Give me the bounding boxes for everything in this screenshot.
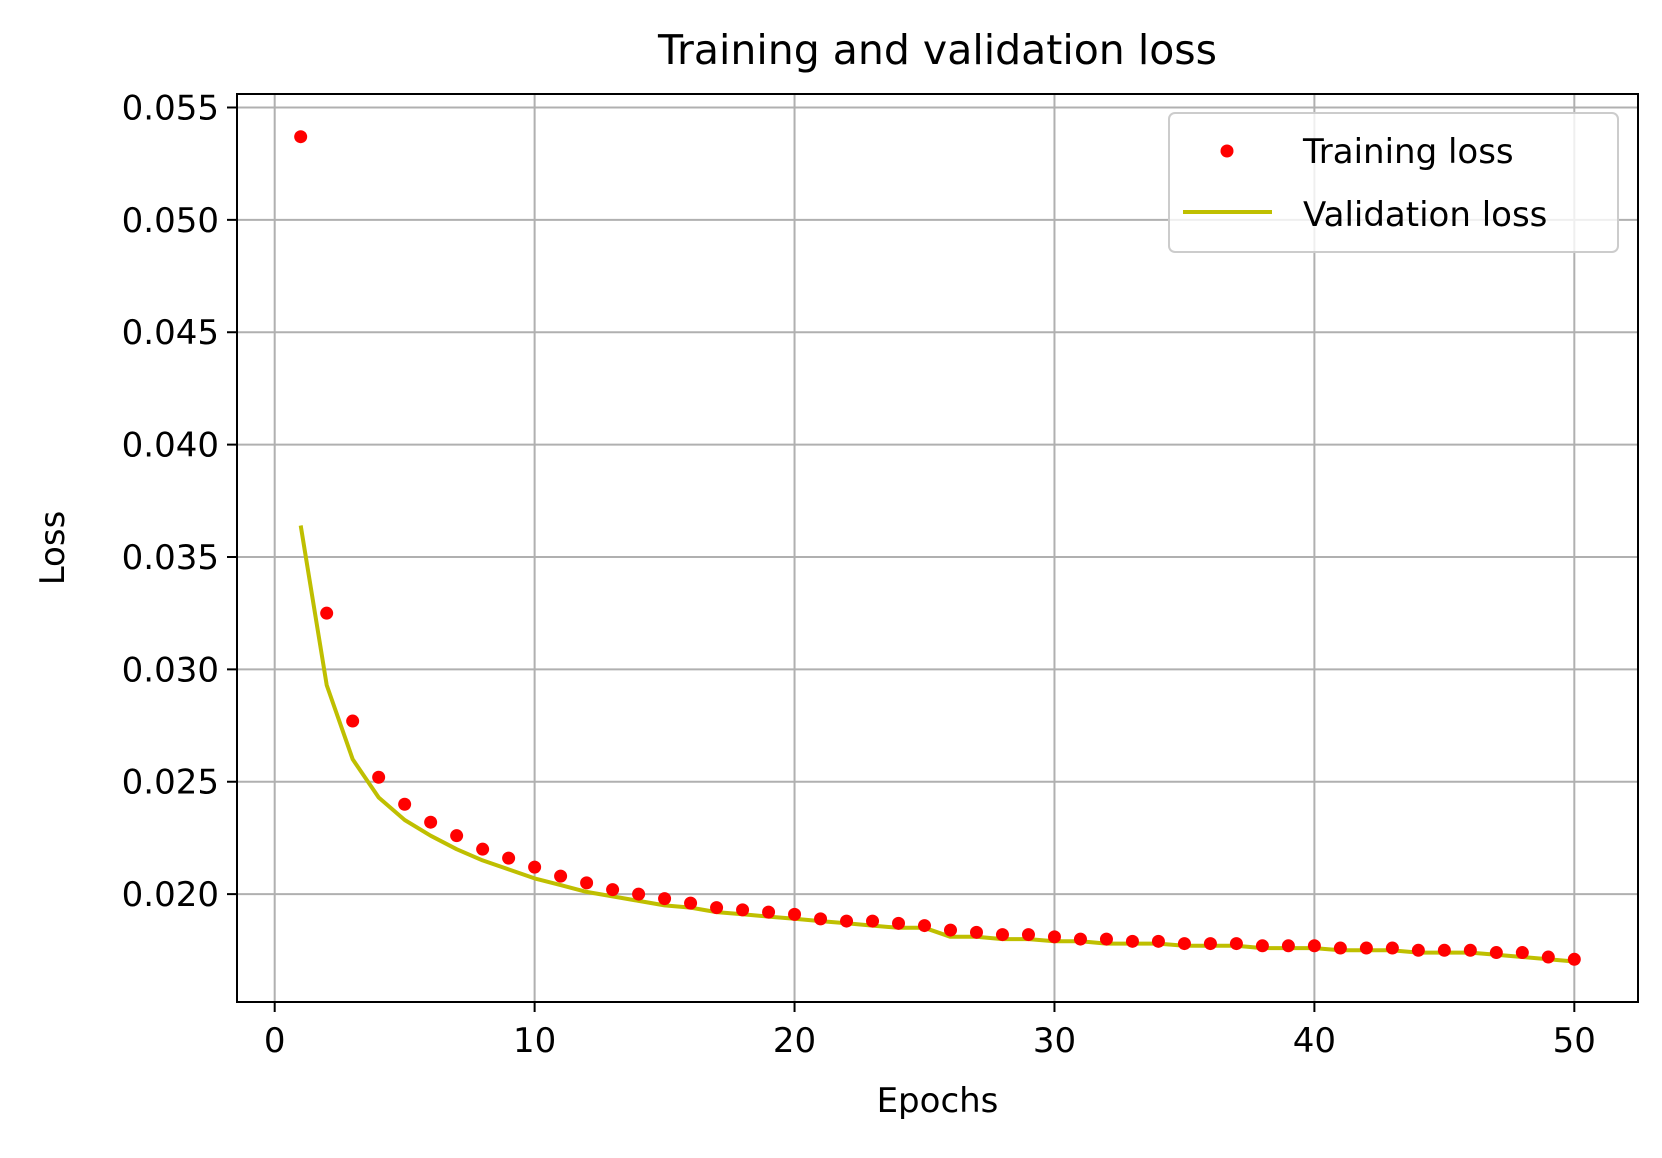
training-loss-point [918, 919, 932, 933]
x-tick-label: 10 [513, 1021, 556, 1061]
y-tick-label: 0.035 [122, 538, 219, 578]
training-loss-point [1437, 943, 1451, 957]
y-tick-label: 0.050 [122, 201, 219, 241]
chart-title: Training and validation loss [657, 26, 1217, 74]
training-loss-point [814, 912, 828, 926]
x-tick-label: 30 [1033, 1021, 1076, 1061]
training-loss-point [1359, 941, 1373, 955]
training-loss-point [684, 896, 698, 910]
plot-frame [236, 93, 1639, 1003]
training-loss-point [1255, 939, 1269, 953]
training-loss-point [632, 887, 646, 901]
training-loss-point [528, 860, 542, 874]
legend-label-validation-loss: Validation loss [1303, 195, 1547, 235]
axis-ticks: 0 10 20 30 40 50 0.020 0.025 0.030 0.035 0.040 0.04… [122, 88, 1596, 1061]
training-loss-point [294, 130, 308, 144]
training-loss-point [1229, 937, 1243, 951]
training-loss-point [1385, 941, 1399, 955]
training-loss-point [1489, 946, 1503, 960]
plot-series [294, 130, 1581, 966]
y-axis-label: Loss [33, 511, 73, 586]
training-loss-point [1463, 943, 1477, 957]
training-loss-point [943, 923, 957, 937]
y-tick-label: 0.030 [122, 650, 219, 690]
training-loss-point [892, 916, 906, 930]
training-loss-point [1515, 946, 1529, 960]
training-loss-point [1411, 943, 1425, 957]
x-tick-label: 20 [773, 1021, 816, 1061]
training-loss-point [1177, 937, 1191, 951]
training-loss-point [1073, 932, 1087, 946]
training-loss-point [372, 770, 386, 784]
training-loss-point [969, 925, 983, 939]
training-loss-point [1047, 930, 1061, 944]
training-loss-point [476, 842, 490, 856]
training-loss-point [1151, 934, 1165, 948]
legend-label-training-loss: Training loss [1302, 132, 1514, 172]
training-loss-point [1125, 934, 1139, 948]
training-loss-point [320, 606, 334, 620]
y-tick-label: 0.040 [122, 426, 219, 466]
training-loss-point [346, 714, 360, 728]
training-loss-point [580, 876, 594, 890]
training-loss-point [736, 903, 750, 917]
training-loss-point [1333, 941, 1347, 955]
grid [237, 94, 1638, 1002]
training-loss-point [1099, 932, 1113, 946]
legend-marker-training-loss [1220, 144, 1234, 158]
legend-box [1168, 112, 1619, 253]
training-loss-point [710, 901, 724, 915]
y-tick-label: 0.020 [122, 875, 219, 915]
training-loss-point [1203, 937, 1217, 951]
y-tick-label: 0.025 [122, 763, 219, 803]
x-tick-label: 0 [264, 1021, 286, 1061]
x-axis-label: Epochs [877, 1081, 999, 1121]
x-tick-label: 50 [1553, 1021, 1596, 1061]
training-loss-point [1567, 952, 1581, 966]
training-loss-point [762, 905, 776, 919]
training-loss-point [450, 829, 464, 843]
training-loss-point [1541, 950, 1555, 964]
training-loss-point [1281, 939, 1295, 953]
training-loss-point [840, 914, 854, 928]
training-loss-point [1307, 939, 1321, 953]
training-loss-point [606, 883, 620, 897]
training-loss-point [1021, 928, 1035, 942]
training-loss-point [658, 892, 672, 906]
training-loss-point [866, 914, 880, 928]
training-loss-point [788, 907, 802, 921]
training-loss-point [424, 815, 438, 829]
training-loss-point [398, 797, 412, 811]
legend: Training loss Validation loss [1168, 112, 1619, 253]
training-loss-point [554, 869, 568, 883]
training-loss-point [995, 928, 1009, 942]
training-loss-point [502, 851, 516, 865]
x-tick-label: 40 [1293, 1021, 1336, 1061]
y-tick-label: 0.055 [122, 88, 219, 128]
y-tick-label: 0.045 [122, 313, 219, 353]
